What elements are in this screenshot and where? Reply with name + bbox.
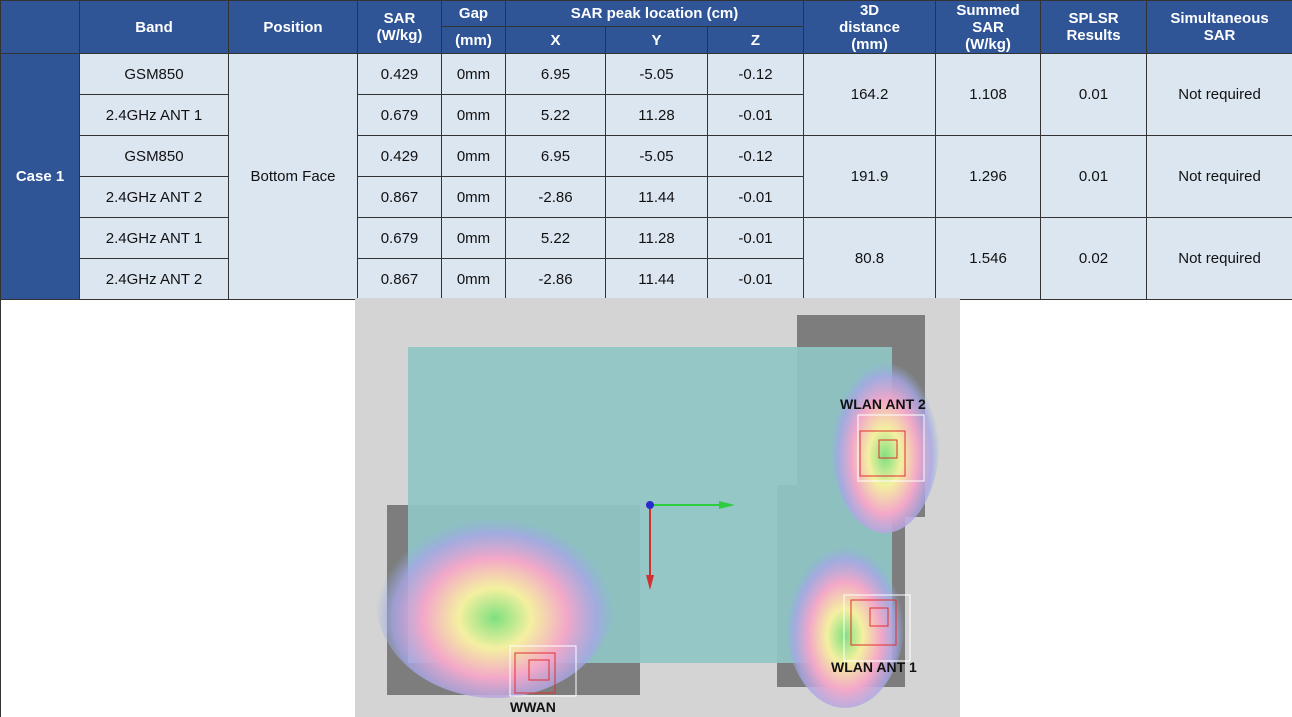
table-cell: 0.867 xyxy=(357,176,442,218)
table-row: 2.4GHz ANT 2 0.867 0mm -2.86 11.44 -0.01 xyxy=(1,258,1292,300)
header-cell: SAR peak location (cm) xyxy=(504,0,805,27)
table-cell: 191.9 xyxy=(803,135,937,218)
table-cell: 0mm xyxy=(441,135,506,177)
table-cell: 11.44 xyxy=(605,176,708,218)
table-cell: 164.2 xyxy=(803,53,937,136)
ant1-label: WLAN ANT 1 xyxy=(831,659,917,675)
table-cell: -2.86 xyxy=(505,176,606,218)
table-cell: 0.679 xyxy=(357,217,442,259)
table-cell: 11.28 xyxy=(605,94,708,136)
table-cell: 11.44 xyxy=(605,258,708,300)
table-cell: 0.01 xyxy=(1040,53,1148,136)
header-cell: SAR (W/kg) xyxy=(357,0,442,54)
table-cell: 0mm xyxy=(441,176,506,218)
table-row: 2.4GHz ANT 2 0.867 0mm -2.86 11.44 -0.01 xyxy=(1,176,1292,218)
image-frame xyxy=(0,298,1291,717)
probe-markers xyxy=(509,414,925,697)
table-cell: -5.05 xyxy=(605,53,708,95)
header-cell: Position xyxy=(228,0,358,54)
header-cell: Simultaneous SAR xyxy=(1146,0,1292,54)
header-line: (W/kg) xyxy=(376,27,423,44)
header-line: SAR xyxy=(972,18,1004,36)
header-line: Summed xyxy=(956,1,1020,19)
table-cell: 0mm xyxy=(441,94,506,136)
header-line: SAR xyxy=(383,10,416,27)
header-line: Results xyxy=(1066,27,1121,44)
header-cell: 3D distance (mm) xyxy=(803,0,937,54)
table-cell: 1.108 xyxy=(935,53,1042,136)
table-cell: -5.05 xyxy=(605,135,708,177)
header-line: (W/kg) xyxy=(965,35,1011,53)
header-cell: Z xyxy=(706,26,805,54)
table-cell: -0.01 xyxy=(706,176,805,218)
header-cell xyxy=(0,0,80,54)
sar-table: Band Position SAR (W/kg) Gap SAR peak loc… xyxy=(0,0,1292,300)
case-cell: Case 1 xyxy=(0,53,80,300)
header-row: (mm) X Y Z xyxy=(1,26,1292,54)
table-cell: 0mm xyxy=(441,258,506,300)
position-cell: Bottom Face xyxy=(228,53,358,300)
ant1-hotspot xyxy=(785,528,905,708)
wwan-hotspot xyxy=(375,498,615,698)
header-cell: Band xyxy=(79,0,229,54)
table-cell: 2.4GHz ANT 2 xyxy=(79,258,229,300)
table-row: GSM850 0.429 0mm 6.95 -5.05 -0.12 191.9 1.296 0.… xyxy=(1,135,1292,218)
header-row: Band Position SAR (W/kg) Gap SAR peak loc… xyxy=(0,0,1292,54)
table-cell: -0.01 xyxy=(706,94,805,136)
table-cell: 6.95 xyxy=(505,135,606,177)
table-cell: 5.22 xyxy=(505,94,606,136)
table-cell: 2.4GHz ANT 1 xyxy=(79,217,229,259)
table-cell: 2.4GHz ANT 1 xyxy=(79,94,229,136)
header-line: SAR xyxy=(1203,27,1236,44)
header-line: Simultaneous xyxy=(1170,10,1269,27)
header-cell: Gap xyxy=(441,0,506,27)
table-cell: Not required xyxy=(1146,135,1292,218)
header-cell: SPLSR Results xyxy=(1040,0,1148,54)
table-cell: -0.12 xyxy=(706,53,805,95)
table-row: 2.4GHz ANT 1 0.679 0mm 5.22 11.28 -0.01 xyxy=(1,94,1292,136)
table-cell: 2.4GHz ANT 2 xyxy=(79,176,229,218)
table-row: Case 1 GSM850 Bottom Face 0.429 0mm 6.95 -5.05… xyxy=(0,53,1292,300)
header-cell: Y xyxy=(605,26,708,54)
ant2-hotspot xyxy=(830,343,940,533)
table-cell: 0.429 xyxy=(357,53,442,95)
table-cell: Not required xyxy=(1146,217,1292,300)
table-cell: -2.86 xyxy=(505,258,606,300)
table-cell: Not required xyxy=(1146,53,1292,136)
table-cell: 11.28 xyxy=(605,217,708,259)
table-cell: 0mm xyxy=(441,53,506,95)
wwan-label: WWAN xyxy=(510,699,556,715)
table-cell: 0.01 xyxy=(1040,135,1148,218)
table-cell: 0.02 xyxy=(1040,217,1148,300)
table-cell: 0mm xyxy=(441,217,506,259)
table-cell: 0.429 xyxy=(357,135,442,177)
table-header: Band Position SAR (W/kg) Gap SAR peak loc… xyxy=(0,0,1292,54)
table-cell: 0.679 xyxy=(357,94,442,136)
table-cell: 6.95 xyxy=(505,53,606,95)
header-line: (mm) xyxy=(851,35,888,53)
sar-distribution-image: WWAN WLAN ANT 1 WLAN ANT 2 xyxy=(355,298,960,717)
header-line: 3D xyxy=(859,1,880,19)
table-cell: GSM850 xyxy=(79,135,229,177)
table-cell: 1.296 xyxy=(935,135,1042,218)
table-cell: -0.12 xyxy=(706,135,805,177)
axes-indicator xyxy=(646,501,735,590)
table-cell: 1.546 xyxy=(935,217,1042,300)
header-cell: Summed SAR (W/kg) xyxy=(935,0,1042,54)
header-cell: X xyxy=(505,26,606,54)
header-cell: (mm) xyxy=(441,26,506,54)
table-cell: 0.867 xyxy=(357,258,442,300)
header-line: distance xyxy=(839,18,900,36)
table-body: Case 1 GSM850 Bottom Face 0.429 0mm 6.95 -5.05… xyxy=(0,53,1292,300)
header-line: SPLSR xyxy=(1068,10,1119,27)
table-cell: 80.8 xyxy=(803,217,937,300)
table-cell: 5.22 xyxy=(505,217,606,259)
table-cell: GSM850 xyxy=(79,53,229,95)
table-cell: -0.01 xyxy=(706,258,805,300)
table-cell: -0.01 xyxy=(706,217,805,259)
ant2-label: WLAN ANT 2 xyxy=(840,396,926,412)
table-row: 2.4GHz ANT 1 0.679 0mm 5.22 11.28 -0.01 80.8 1.… xyxy=(1,217,1292,300)
